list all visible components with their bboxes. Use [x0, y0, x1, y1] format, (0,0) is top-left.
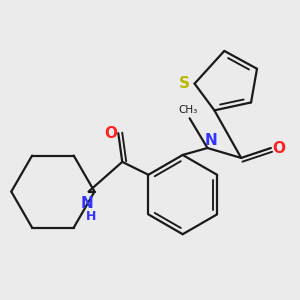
Text: N: N	[205, 133, 218, 148]
Text: H: H	[86, 210, 97, 223]
Text: S: S	[179, 76, 190, 91]
Text: O: O	[104, 126, 117, 141]
Text: O: O	[272, 140, 285, 155]
Text: N: N	[80, 196, 93, 211]
Text: CH₃: CH₃	[178, 105, 197, 116]
